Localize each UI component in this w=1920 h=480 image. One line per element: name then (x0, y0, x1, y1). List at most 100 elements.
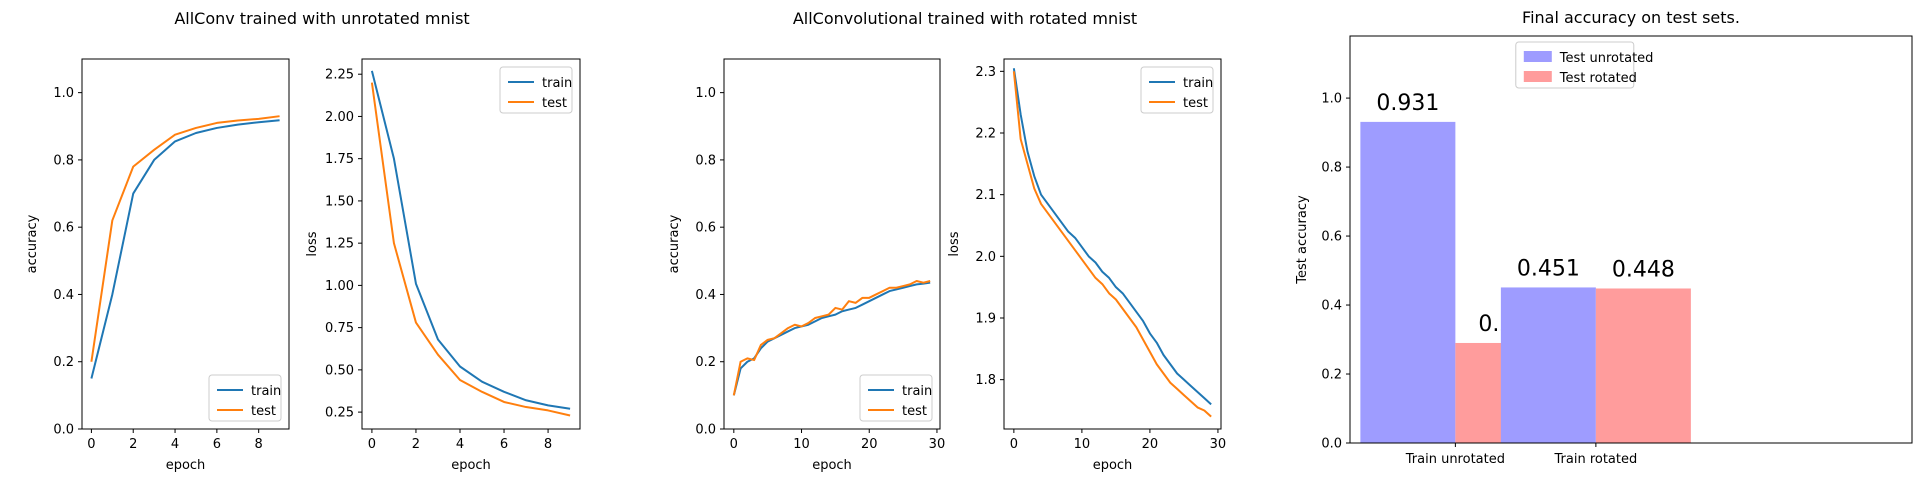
y-tick-label: 0.0 (695, 423, 716, 438)
y-tick-label: 2.25 (325, 68, 354, 83)
x-tick-label: 2 (412, 437, 420, 452)
suptitle-left: AllConv trained with unrotated mnist (174, 9, 469, 28)
legend-label: Test rotated (1559, 71, 1637, 86)
series-line-test (370, 82, 571, 417)
legend-swatch (1523, 51, 1552, 62)
legend: Test unrotated Test rotated (1515, 41, 1654, 89)
y-tick-label: 2.0 (975, 250, 996, 265)
y-tick-label: 1.25 (325, 237, 354, 252)
y-tick-label: 0.8 (695, 153, 716, 168)
legend-label-test: test (251, 404, 276, 419)
x-axis-label: epoch (451, 458, 491, 473)
series-line-test (90, 115, 280, 362)
y-tick-label: 0.50 (325, 363, 354, 378)
axes-frame (81, 58, 290, 430)
axes-frame (723, 58, 941, 430)
chart-5: Final accuracy on test sets. 0.0 0.2 0.4 0.6… (1295, 8, 1913, 467)
bar-value-label: 0.451 (1517, 256, 1580, 281)
x-tick-label: 4 (171, 437, 179, 452)
legend-label-test: test (1183, 96, 1208, 111)
x-tick-label: 0 (1010, 437, 1018, 452)
legend-label: Test unrotated (1559, 51, 1654, 66)
x-tick-label: 6 (500, 437, 508, 452)
y-tick-label: 0.75 (325, 321, 354, 336)
series-line-test (1012, 71, 1212, 418)
y-tick-label: 1.0 (1321, 92, 1342, 107)
y-axis-label: loss (947, 231, 962, 256)
x-tick-label: 0 (730, 437, 738, 452)
y-axis-label: accuracy (667, 214, 682, 273)
bar-test-rotated (1595, 288, 1691, 443)
x-tick-label: 2 (129, 437, 137, 452)
suptitle-middle: AllConvolutional trained with rotated mn… (793, 9, 1137, 28)
legend-label-test: test (902, 404, 927, 419)
legend-label-train: train (542, 76, 572, 91)
legend-label-train: train (1183, 76, 1213, 91)
legend: train test (1140, 66, 1214, 114)
y-tick-label: 0.6 (53, 221, 74, 236)
x-tick-label: Train unrotated (1405, 452, 1505, 467)
y-axis-label: accuracy (25, 214, 40, 273)
chart-2: 0.25 0.50 0.75 1.00 1.25 1.50 1.75 2.00 2.25 0 2 4 6… (305, 58, 581, 473)
y-tick-label: 0.8 (53, 153, 74, 168)
chart-4: 1.8 1.9 2.0 2.1 2.2 2.3 0 10 20 30 train test epoch l… (947, 58, 1227, 473)
y-tick-label: 1.50 (325, 194, 354, 209)
x-axis-label: epoch (1093, 458, 1133, 473)
y-tick-label: 0.0 (1321, 437, 1342, 452)
bar-test-unrotated (1500, 287, 1596, 443)
x-axis-label: epoch (166, 458, 206, 473)
y-tick-label: 2.2 (975, 127, 996, 142)
x-tick-label: 0 (368, 437, 376, 452)
series-line-train (90, 119, 280, 379)
y-tick-label: 0.8 (1321, 161, 1342, 176)
series-line-test (732, 280, 931, 396)
x-tick-label: 20 (861, 437, 878, 452)
y-tick-label: 1.8 (975, 373, 996, 388)
y-tick-label: 0.6 (695, 221, 716, 236)
y-tick-label: 2.3 (975, 65, 996, 80)
y-tick-label: 0.2 (1321, 368, 1342, 383)
x-tick-label: 30 (1210, 437, 1227, 452)
x-tick-label: Train rotated (1554, 452, 1638, 467)
y-tick-label: 0.2 (695, 355, 716, 370)
series-line-train (732, 281, 931, 396)
bar-test-unrotated (1360, 121, 1456, 443)
x-tick-label: 4 (456, 437, 464, 452)
y-tick-label: 1.00 (325, 279, 354, 294)
chart-title: Final accuracy on test sets. (1522, 8, 1740, 27)
y-tick-label: 0.4 (695, 288, 716, 303)
y-tick-label: 1.75 (325, 152, 354, 167)
y-tick-label: 1.9 (975, 312, 996, 327)
y-tick-label: 2.00 (325, 110, 354, 125)
series-line-train (370, 70, 571, 410)
legend: train test (208, 374, 282, 422)
y-tick-label: 0.25 (325, 406, 354, 421)
chart-3: 0.0 0.2 0.4 0.6 0.8 1.0 0 10 20 30 train test epoch a… (667, 58, 945, 473)
series-line-train (1012, 68, 1212, 406)
x-tick-label: 8 (544, 437, 552, 452)
y-axis-label: loss (305, 231, 320, 256)
legend-label-train: train (902, 384, 932, 399)
chart-1: 0.0 0.2 0.4 0.6 0.8 1.0 0 2 4 6 8 train test epoch acc… (25, 58, 290, 473)
y-tick-label: 1.0 (53, 86, 74, 101)
y-tick-label: 1.0 (695, 86, 716, 101)
x-tick-label: 0 (87, 437, 95, 452)
x-tick-label: 10 (793, 437, 810, 452)
bar-value-label: 0.448 (1612, 257, 1675, 282)
bar-value-label: 0.931 (1376, 91, 1439, 116)
y-tick-label: 0.0 (53, 423, 74, 438)
axes-frame (361, 58, 581, 430)
x-tick-label: 10 (1074, 437, 1091, 452)
legend: train test (499, 66, 573, 114)
y-tick-label: 2.1 (975, 188, 996, 203)
y-tick-label: 0.2 (53, 355, 74, 370)
legend: train test (859, 374, 933, 422)
y-tick-label: 0.4 (53, 288, 74, 303)
y-tick-label: 0.6 (1321, 230, 1342, 245)
x-tick-label: 20 (1142, 437, 1159, 452)
axes-frame (1003, 58, 1222, 430)
axes-frame (1349, 35, 1913, 444)
x-tick-label: 8 (255, 437, 263, 452)
x-tick-label: 6 (213, 437, 221, 452)
y-tick-label: 0.4 (1321, 299, 1342, 314)
